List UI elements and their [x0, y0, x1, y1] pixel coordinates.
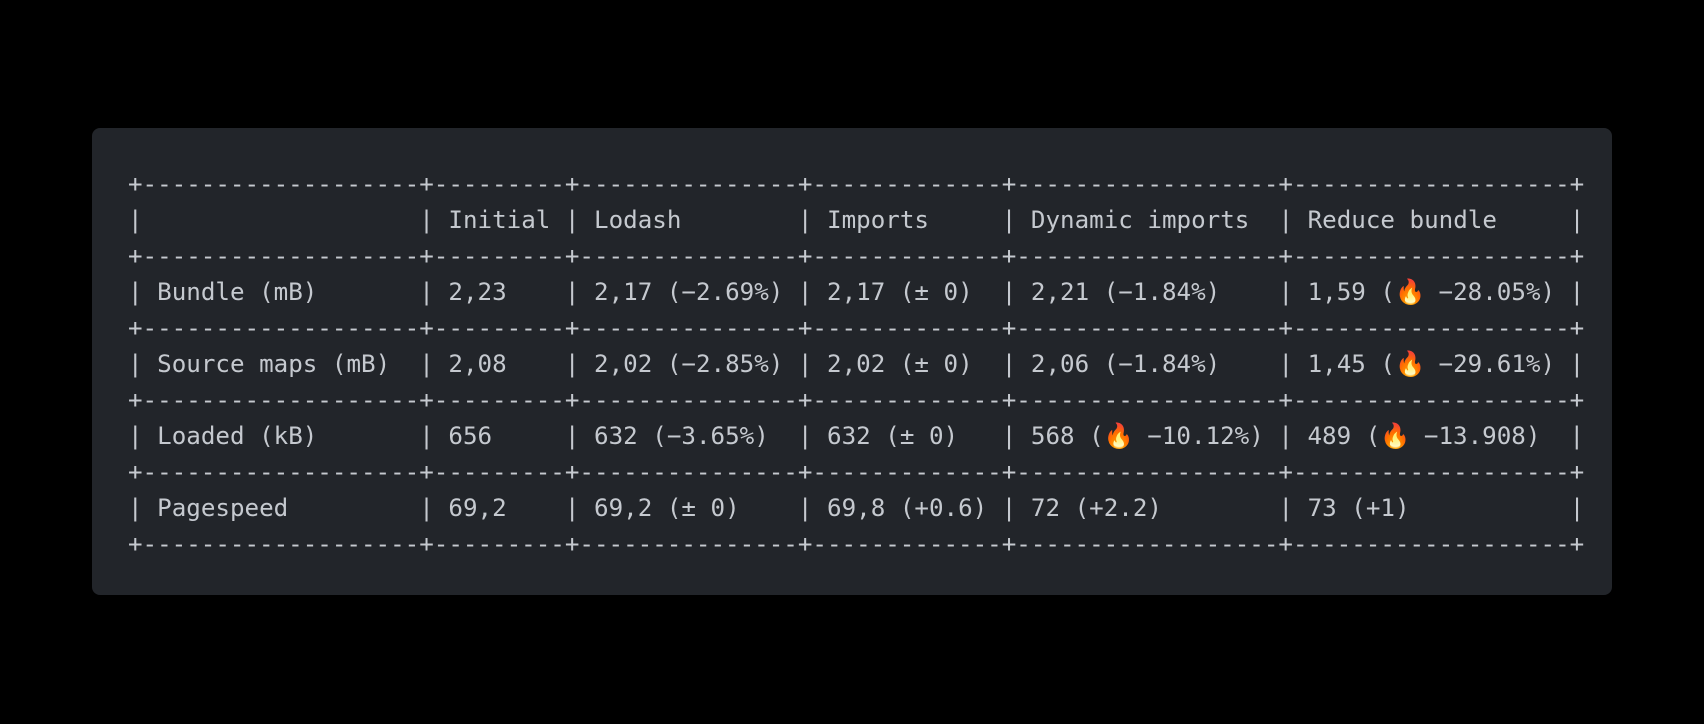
table-cell: Pagespeed [157, 494, 289, 522]
table-cell [143, 206, 420, 234]
table-row: | Loaded (kB) | 656 | 632 (−3.65%) | 632… [128, 418, 1584, 454]
table-cell: 2,02 (± 0) [827, 350, 973, 378]
table-cell: 2,17 (± 0) [827, 278, 973, 306]
table-cell: 69,2 (± 0) [594, 494, 740, 522]
table-cell: 1,59 (🔥 −28.05%) [1293, 278, 1570, 306]
table-cell: 2,06 (−1.84%) [1030, 350, 1221, 378]
table-cell: Lodash [594, 206, 682, 234]
table-cell: Initial [448, 206, 551, 234]
table-cell: 489 (🔥 −13.908) [1293, 422, 1570, 450]
table-cell: 2,21 (−1.84%) [1030, 278, 1221, 306]
table-border-3: +-------------------+---------+---------… [128, 386, 1585, 414]
table-cell: 2,08 [448, 350, 507, 378]
fire-icon: 🔥 [1394, 278, 1426, 306]
table-cell: 2,23 [448, 278, 507, 306]
table-cell: Bundle (mB) [157, 278, 318, 306]
fire-icon: 🔥 [1380, 422, 1411, 450]
table-cell: Imports [827, 206, 929, 234]
table-cell: 568 (🔥 −10.12%) [1016, 422, 1278, 450]
table-border-2: +-------------------+---------+---------… [128, 314, 1585, 342]
table-cell: Source maps (mB) [157, 350, 391, 378]
table-cell: 72 (+2.2) [1030, 494, 1162, 522]
table-cell: 69,2 [448, 494, 507, 522]
table-border-4: +-------------------+---------+---------… [128, 458, 1585, 486]
table-border-5: +-------------------+---------+---------… [128, 530, 1585, 558]
table-cell: 656 [448, 422, 493, 450]
table-cell: 632 (± 0) [827, 422, 959, 450]
table-border-0: +-------------------+---------+---------… [128, 170, 1585, 198]
code-block: +-------------------+---------+---------… [92, 128, 1612, 595]
table-cell: 632 (−3.65%) [594, 422, 769, 450]
table-cell: 2,02 (−2.85%) [594, 350, 784, 378]
table-cell: Reduce bundle [1307, 206, 1497, 234]
table-cell: 1,45 (🔥 −29.61%) [1293, 350, 1570, 378]
table-cell: 2,17 (−2.69%) [594, 278, 784, 306]
table-row: | Pagespeed | 69,2 | 69,2 (± 0) | 69,8 (… [128, 494, 1585, 522]
fire-icon: 🔥 [1394, 350, 1426, 378]
table-border-1: +-------------------+---------+---------… [128, 242, 1585, 270]
table-header-row: | | Initial | Lodash | Imports | Dynamic… [128, 206, 1585, 234]
table-cell: 69,8 (+0.6) [827, 494, 988, 522]
table-cell: Loaded (kB) [157, 422, 318, 450]
table-cell: 73 (+1) [1307, 494, 1410, 522]
table-row: | Bundle (mB) | 2,23 | 2,17 (−2.69%) | 2… [128, 274, 1584, 310]
ascii-table: +-------------------+---------+---------… [128, 166, 1584, 562]
fire-icon: 🔥 [1103, 422, 1134, 450]
table-cell: Dynamic imports [1030, 206, 1250, 234]
table-row: | Source maps (mB) | 2,08 | 2,02 (−2.85%… [128, 346, 1584, 382]
